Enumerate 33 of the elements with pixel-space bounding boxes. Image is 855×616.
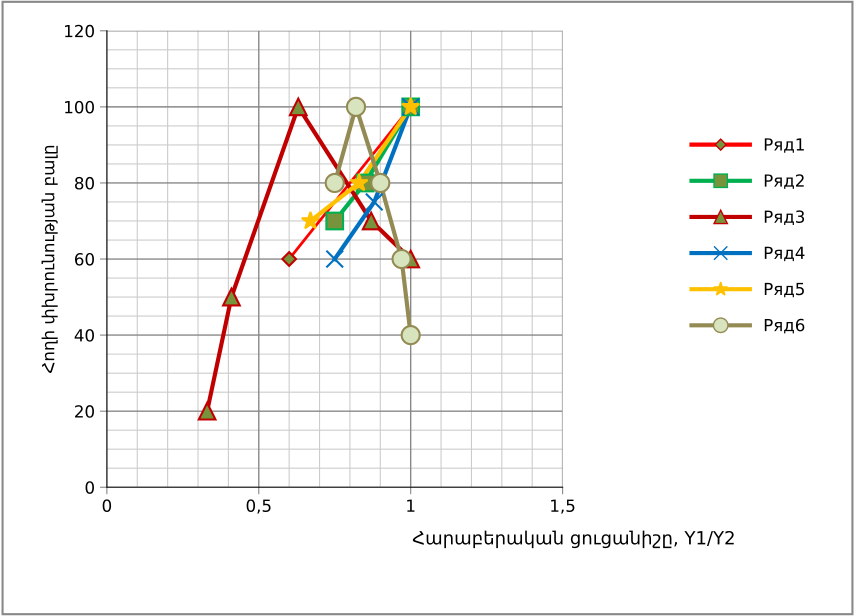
point: [325, 212, 344, 230]
x-tick-label: 1: [407, 500, 414, 512]
x-tick-label: 0,5: [246, 499, 271, 514]
point: [325, 250, 344, 268]
point: [362, 212, 381, 230]
point: [349, 172, 369, 192]
point: [346, 96, 366, 117]
point: [222, 288, 241, 306]
y-tick-label: 20: [75, 405, 94, 418]
point: [324, 172, 345, 194]
y-tick-label: 40: [74, 329, 94, 342]
x-tick-label: 0: [102, 499, 112, 512]
point: [288, 98, 308, 116]
y-axis-title: Հողի փխրունության բալը: [42, 146, 58, 373]
legend-label: Ряд2: [764, 174, 804, 189]
y-tick-label: 100: [65, 100, 94, 114]
legend-label: Ряд1: [764, 138, 804, 153]
legend-label: Ряд3: [764, 210, 804, 226]
legend-label: Ряд4: [764, 246, 804, 262]
x-tick-label: 1,5: [551, 500, 574, 514]
point: [400, 325, 421, 346]
y-tick-label: 120: [65, 24, 94, 38]
y-tick-label: 80: [74, 176, 94, 190]
point: [364, 192, 384, 212]
point: [392, 248, 412, 270]
y-tick-label: 60: [75, 252, 94, 266]
point: [300, 210, 320, 230]
x-axis-title: Հարաբերական ցուցանիշը, Y1/Y2: [412, 530, 734, 548]
legend-label: Ряд6: [764, 318, 804, 334]
point: [198, 402, 217, 421]
legend-label: Ряд5: [764, 282, 804, 298]
y-tick-label: 0: [86, 481, 94, 494]
point: [370, 172, 390, 194]
